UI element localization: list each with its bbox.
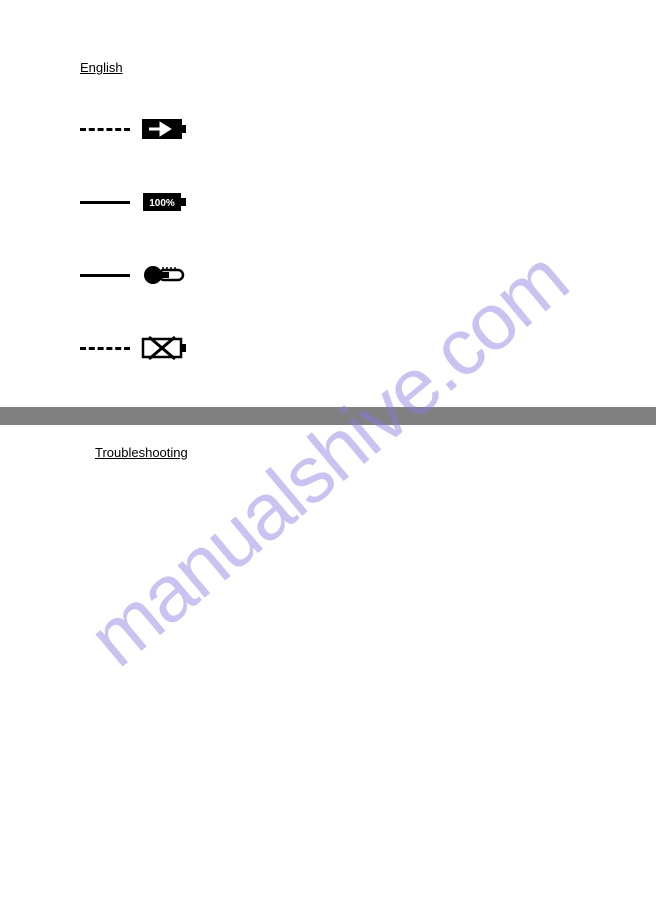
svg-text:100%: 100% xyxy=(149,198,175,209)
section-divider xyxy=(0,407,656,425)
icon-row-charging xyxy=(80,115,596,143)
page-content: English 100% xyxy=(0,0,656,362)
line-indicator xyxy=(80,128,130,131)
icon-row-temp xyxy=(80,261,596,289)
battery-100-icon: 100% xyxy=(140,188,190,216)
thermometer-icon xyxy=(140,261,190,289)
troubleshooting-section: Troubleshooting xyxy=(0,445,656,460)
language-header: English xyxy=(80,60,596,75)
battery-arrow-icon xyxy=(140,115,190,143)
icon-row-full: 100% xyxy=(80,188,596,216)
icon-row-fault xyxy=(80,334,596,362)
troubleshooting-header: Troubleshooting xyxy=(95,445,596,460)
line-indicator xyxy=(80,347,130,350)
line-indicator xyxy=(80,274,130,277)
line-indicator xyxy=(80,201,130,204)
battery-x-icon xyxy=(140,334,190,362)
